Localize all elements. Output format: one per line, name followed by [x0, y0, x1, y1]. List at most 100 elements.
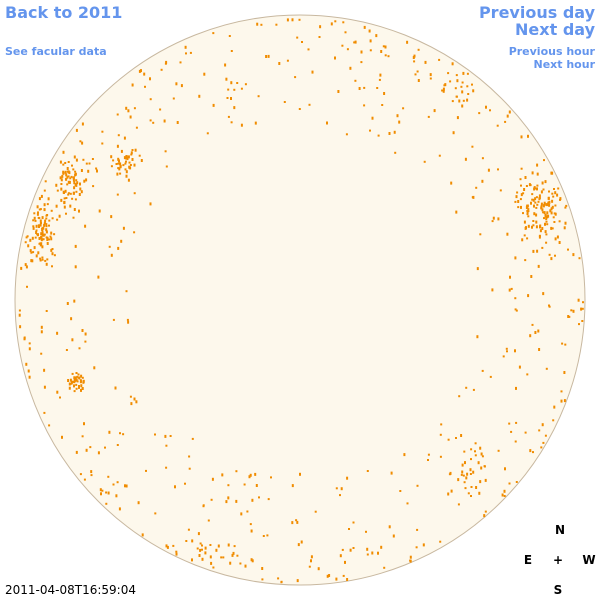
facula-speck: [567, 248, 569, 251]
facula-speck: [118, 507, 121, 511]
facula-speck: [497, 449, 500, 452]
facula-speck: [416, 70, 419, 73]
facula-speck: [133, 163, 136, 167]
facula-speck: [531, 193, 534, 196]
facula-speck: [448, 473, 451, 476]
facula-speck: [308, 103, 311, 106]
facula-speck: [570, 309, 573, 312]
facula-speck: [344, 31, 347, 34]
facula-speck: [129, 164, 132, 166]
facula-speck: [70, 175, 73, 178]
facula-speck: [452, 131, 455, 135]
back-to-year-link[interactable]: Back to 2011: [5, 3, 123, 22]
facula-speck: [60, 187, 63, 191]
next-day-link[interactable]: Next day: [515, 20, 595, 39]
facula-speck: [248, 475, 251, 479]
facula-speck: [580, 307, 583, 311]
facula-speck: [383, 566, 386, 569]
facula-speck: [337, 90, 340, 93]
facula-speck: [61, 435, 63, 439]
facula-speck: [191, 539, 194, 543]
facula-speck: [40, 242, 43, 246]
facula-speck: [116, 113, 119, 116]
facula-speck: [378, 78, 381, 81]
facula-speck: [485, 105, 487, 109]
facula-speck: [191, 437, 194, 440]
facula-speck: [544, 434, 547, 437]
facula-speck: [224, 63, 227, 67]
previous-day-link[interactable]: Previous day: [478, 3, 595, 22]
facula-speck: [72, 176, 75, 180]
facula-speck: [101, 142, 104, 145]
facula-speck: [560, 399, 563, 403]
facula-speck: [450, 489, 453, 493]
facula-speck: [535, 206, 538, 209]
facula-speck: [520, 184, 522, 187]
facula-speck: [475, 186, 478, 189]
facula-speck: [164, 434, 167, 438]
facula-speck: [550, 211, 553, 215]
facula-speck: [43, 222, 46, 225]
facula-speck: [280, 581, 283, 584]
facula-speck: [44, 219, 47, 223]
facula-speck: [563, 226, 566, 230]
facula-speck: [349, 66, 352, 70]
facula-speck: [551, 227, 554, 230]
facula-speck: [159, 108, 162, 111]
facula-speck: [27, 369, 30, 373]
facula-speck: [79, 140, 82, 143]
facula-speck: [134, 148, 137, 152]
facula-speck: [116, 481, 119, 484]
facula-speck: [439, 540, 442, 543]
facula-speck: [481, 369, 484, 372]
facula-speck: [75, 128, 78, 132]
facula-speck: [56, 218, 59, 221]
facula-speck: [236, 554, 239, 557]
facula-speck: [514, 297, 517, 300]
facula-speck: [227, 88, 230, 91]
facula-speck: [84, 332, 87, 336]
facula-speck: [72, 168, 75, 171]
facula-speck: [66, 175, 69, 179]
next-hour-link[interactable]: Next hour: [533, 58, 596, 71]
facula-speck: [480, 452, 483, 456]
facula-speck: [66, 183, 69, 186]
facula-speck: [74, 244, 77, 248]
facula-speck: [32, 251, 35, 254]
facula-speck: [18, 309, 21, 312]
facula-speck: [275, 23, 278, 26]
facula-speck: [506, 350, 508, 353]
facula-speck: [123, 136, 126, 140]
facula-speck: [526, 210, 529, 214]
facula-speck: [381, 104, 384, 106]
facula-speck: [277, 577, 280, 580]
facula-speck: [110, 215, 113, 219]
previous-hour-link[interactable]: Previous hour: [508, 45, 595, 58]
facula-speck: [75, 158, 78, 162]
facula-speck: [96, 169, 98, 173]
see-facular-data-link[interactable]: See facular data: [5, 45, 107, 58]
facula-speck: [496, 124, 499, 127]
facula-speck: [461, 81, 464, 84]
facula-speck: [90, 474, 93, 477]
facula-speck: [112, 318, 115, 321]
facula-speck: [41, 228, 44, 231]
facula-speck: [480, 466, 483, 470]
facula-speck: [460, 473, 463, 476]
facula-speck: [70, 382, 73, 385]
facula-speck: [45, 225, 48, 228]
facula-speck: [129, 166, 132, 170]
facula-speck: [128, 161, 131, 164]
facula-speck: [564, 206, 567, 209]
facula-speck: [65, 349, 68, 351]
facula-speck: [78, 347, 81, 350]
facula-speck: [346, 578, 349, 581]
facula-speck: [553, 221, 556, 223]
facula-speck: [472, 470, 475, 474]
facula-speck: [548, 200, 551, 204]
facula-speck: [503, 489, 506, 493]
facula-speck: [527, 224, 530, 228]
facula-speck: [578, 257, 581, 260]
facula-speck: [137, 501, 140, 505]
facula-speck: [226, 97, 229, 99]
